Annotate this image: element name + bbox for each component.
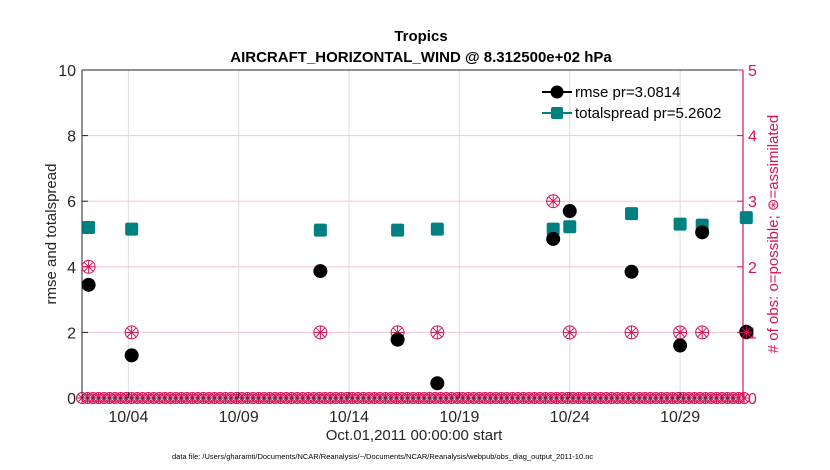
obs-assimilated-spoke (697, 327, 708, 338)
rmse-point (695, 225, 710, 240)
totalspread-point (430, 222, 444, 236)
y-tick-label-right: 2 (748, 260, 757, 277)
obs-assimilated-spoke (739, 393, 749, 403)
rmse-point (430, 376, 445, 391)
chart-title: Tropics (394, 28, 447, 45)
obs-count-marker (81, 259, 96, 274)
totalspread-point (313, 223, 327, 237)
axes (81, 69, 744, 399)
y-tick-label-right: 5 (748, 63, 757, 80)
totalspread-point (391, 223, 405, 237)
rmse-point (673, 338, 688, 353)
y-axis-label-right: # of obs: o=possible; ⊛=assimilated (765, 115, 782, 354)
x-tick-label: 10/19 (439, 409, 479, 426)
x-tick-label: 10/14 (329, 409, 369, 426)
y-tick-label-left: 8 (67, 129, 76, 146)
obs-count-marker (124, 325, 139, 340)
obs-assimilated-spoke (432, 327, 443, 338)
obs-count-marker (546, 194, 561, 209)
totalspread-point (673, 217, 687, 231)
footnote: data file: /Users/gharamti/Documents/NCA… (172, 452, 593, 461)
x-tick-label: 10/29 (660, 409, 700, 426)
obs-count-marker (562, 325, 577, 340)
y-tick-label-right: 4 (748, 129, 757, 146)
obs-assimilated-spoke (675, 327, 686, 338)
rmse-point (390, 332, 405, 347)
data-marks (81, 194, 754, 391)
totalspread-point (563, 220, 577, 234)
totalspread-point (739, 211, 753, 225)
y-axis-label-left: rmse and totalspread (43, 164, 60, 305)
grid (82, 70, 743, 398)
legend: rmse pr=3.0814 totalspread pr=5.2602 (542, 84, 721, 122)
obs-assimilated-spoke (83, 261, 94, 272)
obs-count-marker (430, 325, 445, 340)
x-tick-label: 10/09 (219, 409, 259, 426)
y-tick-label-right: 3 (748, 194, 757, 211)
chart-subtitle: AIRCRAFT_HORIZONTAL_WIND @ 8.312500e+02 … (230, 49, 612, 66)
obs-assimilated-spoke (548, 196, 559, 207)
y-tick-label-left: 2 (67, 325, 76, 342)
rmse-point (81, 277, 96, 292)
obs-assimilated-spoke (626, 327, 637, 338)
totalspread-point (125, 222, 139, 236)
obs-count-marker (313, 325, 328, 340)
y-tick-label-left: 4 (67, 260, 76, 277)
obs-count-marker (695, 325, 710, 340)
obs-count-marker (624, 325, 639, 340)
obs-count-marker (673, 325, 688, 340)
obs-assimilated-spoke (741, 327, 751, 337)
obs-assimilated-spoke (315, 327, 326, 338)
zero-obs-marker (738, 392, 751, 404)
x-tick-label: 10/04 (108, 409, 148, 426)
y-tick-label-left: 10 (58, 63, 76, 80)
legend-spread-label: totalspread pr=5.2602 (575, 105, 721, 122)
obs-assimilated-spoke (564, 327, 575, 338)
y-tick-label-left: 6 (67, 194, 76, 211)
rmse-point (546, 231, 561, 246)
y-tick-label-left: 0 (67, 391, 76, 408)
totalspread-point (546, 222, 560, 236)
x-tick-label: 10/24 (550, 409, 590, 426)
legend-rmse-marker (550, 85, 564, 99)
obs-assimilated-spoke (126, 327, 137, 338)
obs-count-marker-overlay (740, 326, 753, 339)
legend-spread-marker (551, 107, 563, 119)
y-tick-label-right: 0 (748, 391, 757, 408)
rmse-point (624, 264, 639, 279)
x-axis-label: Oct.01,2011 00:00:00 start (326, 427, 503, 444)
totalspread-point (82, 220, 96, 234)
rmse-point (124, 348, 139, 363)
ticks: 024681001234510/0410/0910/1410/1910/2410… (58, 63, 757, 426)
totalspread-point (625, 207, 639, 221)
rmse-point (313, 264, 328, 279)
rmse-point (562, 204, 577, 219)
legend-rmse-label: rmse pr=3.0814 (575, 84, 680, 101)
